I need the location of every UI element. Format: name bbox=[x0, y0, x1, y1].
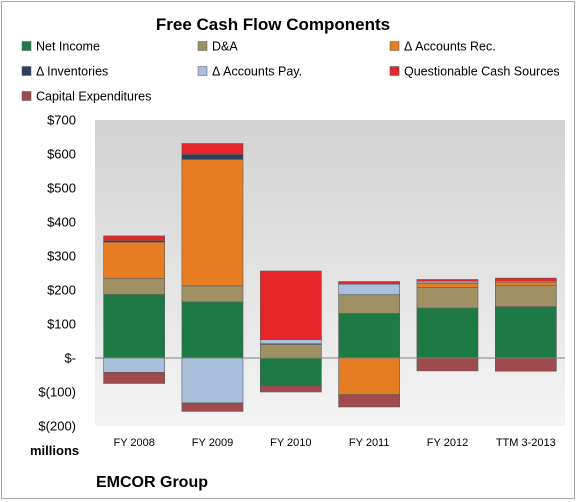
plot-area bbox=[95, 120, 565, 426]
bar-segment-delta-accounts-rec bbox=[338, 357, 401, 396]
x-tick-label: FY 2011 bbox=[349, 437, 390, 449]
legend-swatch-delta-inventories bbox=[21, 66, 32, 76]
legend-swatch-d-a bbox=[197, 41, 208, 51]
x-tick-label: TTM 3-2013 bbox=[496, 437, 556, 449]
bar-segment-capital-expenditures bbox=[103, 371, 165, 384]
legend-label-delta-accounts-rec: Δ Accounts Rec. bbox=[404, 40, 496, 54]
x-tick-label: FY 2010 bbox=[270, 437, 311, 449]
legend-swatch-questionable-cash-sources bbox=[389, 66, 400, 76]
bar-segment-delta-accounts-pay bbox=[338, 283, 401, 296]
y-tick-label: $100 bbox=[47, 317, 76, 332]
bar-segment-d-a bbox=[103, 278, 165, 295]
y-tick-label: $- bbox=[64, 351, 76, 366]
x-tick-label: FY 2012 bbox=[427, 437, 468, 449]
bar-segment-d-a bbox=[259, 344, 322, 359]
source-label: EMCOR Group bbox=[96, 474, 208, 491]
bar-segment-questionable-cash-sources bbox=[181, 143, 244, 155]
x-tick-label: FY 2008 bbox=[114, 437, 155, 449]
bar-segment-capital-expenditures bbox=[494, 357, 557, 372]
unit-label: millions bbox=[30, 443, 79, 458]
bar-segment-capital-expenditures bbox=[181, 402, 244, 412]
bar-segment-questionable-cash-sources bbox=[494, 277, 557, 282]
y-tick-label: $(100) bbox=[38, 385, 76, 400]
legend-label-delta-accounts-pay: Δ Accounts Pay. bbox=[212, 65, 302, 79]
bar-segment-net-income bbox=[494, 306, 557, 359]
bar-segment-delta-accounts-rec bbox=[181, 159, 244, 287]
legend: Net Income D&A Δ Accounts Rec. Δ Inventorie… bbox=[21, 40, 560, 104]
bar-segment-capital-expenditures bbox=[416, 357, 479, 372]
y-axis: $700 $600 $500 $400 $300 $200 $100 $- $(100) $(20… bbox=[38, 113, 76, 434]
bars bbox=[103, 143, 557, 412]
bar-segment-capital-expenditures bbox=[338, 394, 401, 408]
legend-swatch-delta-accounts-pay bbox=[197, 66, 208, 76]
x-tick-label: FY 2009 bbox=[192, 437, 233, 449]
bar-segment-net-income bbox=[103, 294, 165, 359]
legend-swatch-delta-accounts-rec bbox=[389, 41, 400, 51]
bar-segment-net-income bbox=[181, 301, 244, 359]
bar-segment-net-income bbox=[416, 307, 479, 359]
legend-label-capital-expenditures: Capital Expenditures bbox=[36, 90, 151, 104]
y-tick-label: $700 bbox=[47, 113, 76, 128]
bar-segment-d-a bbox=[338, 294, 401, 314]
bar-segment-delta-accounts-pay bbox=[181, 357, 244, 404]
legend-label-questionable-cash-sources: Questionable Cash Sources bbox=[404, 65, 560, 79]
bar-segment-questionable-cash-sources bbox=[416, 279, 479, 282]
legend-label-net-income: Net Income bbox=[36, 40, 100, 54]
legend-label-delta-inventories: Δ Inventories bbox=[36, 65, 108, 79]
y-tick-label: $300 bbox=[47, 249, 76, 264]
bar-segment-delta-inventories bbox=[181, 154, 244, 160]
bar-segment-net-income bbox=[338, 313, 401, 359]
bar-segment-delta-accounts-rec bbox=[416, 282, 479, 288]
y-tick-label: $(200) bbox=[38, 419, 76, 434]
bar-segment-net-income bbox=[259, 357, 322, 387]
x-axis: FY 2008 FY 2009 FY 2010 FY 2011 FY 2012 TTM 3… bbox=[95, 357, 565, 449]
y-tick-label: $200 bbox=[47, 283, 76, 298]
y-tick-label: $500 bbox=[47, 181, 76, 196]
bar-segment-d-a bbox=[181, 285, 244, 303]
chart-title: Free Cash Flow Components bbox=[156, 15, 390, 34]
bar-segment-d-a bbox=[494, 284, 557, 307]
bar-segment-delta-accounts-pay bbox=[259, 339, 322, 345]
legend-swatch-net-income bbox=[21, 41, 32, 51]
bar-segment-capital-expenditures bbox=[259, 385, 322, 393]
bar-segment-questionable-cash-sources bbox=[338, 281, 401, 285]
legend-label-d-a: D&A bbox=[212, 40, 238, 54]
y-tick-label: $600 bbox=[47, 147, 76, 162]
bar-segment-questionable-cash-sources bbox=[259, 270, 322, 340]
bar-segment-delta-accounts-rec bbox=[494, 281, 557, 286]
legend-swatch-capital-expenditures bbox=[21, 91, 32, 101]
bar-segment-delta-accounts-pay bbox=[103, 357, 165, 373]
bar-segment-delta-accounts-rec bbox=[103, 241, 165, 279]
y-tick-label: $400 bbox=[47, 215, 76, 230]
bar-segment-d-a bbox=[416, 286, 479, 309]
bar-segment-questionable-cash-sources bbox=[103, 235, 165, 241]
